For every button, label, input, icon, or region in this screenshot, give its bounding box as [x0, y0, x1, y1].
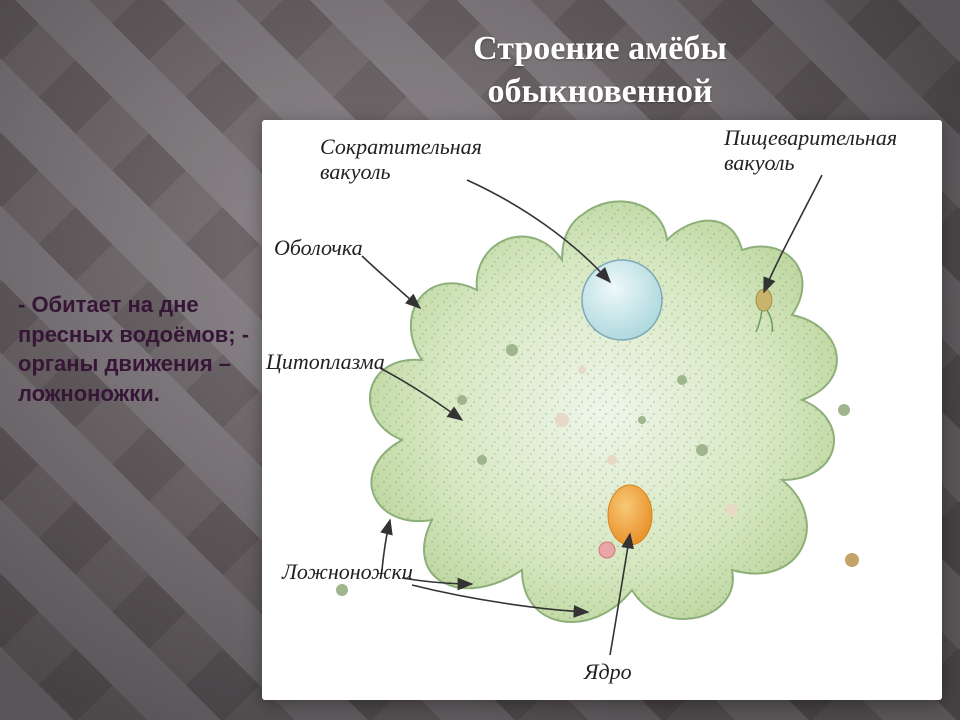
label-membrane: Оболочка [274, 236, 363, 261]
title-line-1: Строение амёбы [320, 28, 880, 71]
label-cytoplasm: Цитоплазма [266, 350, 385, 375]
label-pseudopods: Ложноножки [282, 560, 413, 585]
label-contractile-vacuole: Сократительная вакуоль [320, 135, 482, 184]
diagram-panel: Сократительная вакуоль Пищеварительная в… [262, 120, 942, 700]
label-digestive-vacuole: Пищеварительная вакуоль [724, 126, 897, 175]
side-note: - Обитает на дне пресных водоёмов; - орг… [18, 290, 278, 409]
label-nucleus: Ядро [584, 660, 632, 685]
title-line-2: обыкновенной [320, 71, 880, 114]
amoeba-diagram [262, 120, 942, 700]
page-title: Строение амёбы обыкновенной [320, 28, 880, 113]
pink-vesicle [599, 542, 615, 558]
contractile-vacuole [582, 260, 662, 340]
